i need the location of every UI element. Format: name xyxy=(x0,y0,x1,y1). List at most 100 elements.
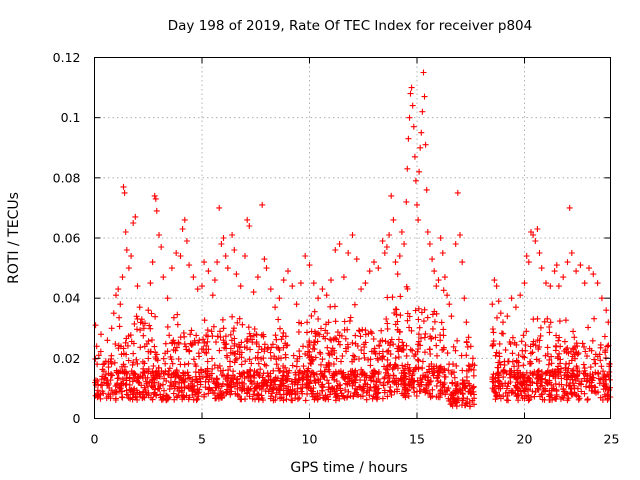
data-point xyxy=(212,395,219,402)
data-point xyxy=(542,388,549,395)
data-point xyxy=(345,388,352,395)
data-point xyxy=(395,343,402,350)
data-point xyxy=(356,328,363,335)
data-point xyxy=(149,259,156,266)
data-point xyxy=(459,381,466,388)
data-point xyxy=(566,382,573,389)
data-point xyxy=(570,380,577,387)
data-point xyxy=(246,330,253,337)
data-point xyxy=(325,366,332,373)
data-point xyxy=(298,388,305,395)
data-point xyxy=(400,346,407,353)
data-point xyxy=(108,371,114,377)
y-tick-label: 0.1 xyxy=(61,110,81,125)
data-point xyxy=(315,316,322,322)
data-point xyxy=(128,253,135,259)
data-point xyxy=(597,376,604,383)
data-point xyxy=(511,339,518,346)
data-point xyxy=(173,393,180,400)
data-point xyxy=(548,360,555,367)
data-point xyxy=(564,259,571,266)
data-point xyxy=(249,381,255,387)
data-point xyxy=(133,356,140,363)
data-point xyxy=(117,382,124,389)
data-point xyxy=(194,286,201,293)
data-point xyxy=(583,383,589,390)
data-point xyxy=(412,364,419,371)
data-point xyxy=(606,363,613,370)
y-tick-label: 0.04 xyxy=(53,291,81,306)
data-point xyxy=(546,391,553,398)
data-point xyxy=(138,316,145,323)
data-point xyxy=(438,319,445,326)
data-point xyxy=(392,306,399,313)
data-point xyxy=(465,362,472,369)
data-point xyxy=(122,229,129,235)
data-point xyxy=(209,292,216,299)
data-point xyxy=(227,349,234,356)
data-point xyxy=(333,378,340,385)
data-point xyxy=(396,253,403,259)
data-point xyxy=(489,326,496,332)
data-point xyxy=(246,223,253,229)
data-point xyxy=(340,274,347,281)
data-point xyxy=(103,380,110,387)
data-point xyxy=(435,277,442,284)
data-point xyxy=(423,186,430,193)
data-point xyxy=(577,262,584,269)
data-point xyxy=(222,333,229,340)
data-point xyxy=(421,306,428,313)
x-axis-title: GPS time / hours xyxy=(290,460,407,476)
data-point xyxy=(419,358,426,365)
data-point xyxy=(544,315,551,322)
data-point xyxy=(466,388,473,395)
data-point xyxy=(113,292,119,299)
data-point xyxy=(504,313,511,320)
data-point xyxy=(94,361,101,368)
data-point xyxy=(303,383,310,389)
data-point xyxy=(306,262,313,269)
data-point xyxy=(145,307,152,314)
data-point xyxy=(170,314,177,321)
data-point xyxy=(433,342,440,349)
y-tick-label: 0.08 xyxy=(53,170,81,185)
data-point xyxy=(417,375,424,381)
data-point xyxy=(220,235,227,241)
data-point xyxy=(278,355,284,362)
data-point xyxy=(534,375,541,381)
data-point xyxy=(528,360,534,367)
data-point xyxy=(246,356,253,363)
data-point xyxy=(492,352,499,359)
data-point xyxy=(200,374,206,380)
data-point xyxy=(493,392,500,399)
data-point xyxy=(342,335,349,342)
data-point xyxy=(394,365,401,372)
data-point xyxy=(285,268,291,275)
data-point xyxy=(151,192,158,199)
data-point xyxy=(362,280,369,287)
data-point xyxy=(584,396,591,403)
data-point xyxy=(286,367,293,374)
data-point xyxy=(272,332,279,339)
data-point xyxy=(362,339,369,346)
data-point xyxy=(174,321,181,328)
data-point xyxy=(308,387,315,394)
data-point xyxy=(339,371,346,377)
data-point xyxy=(137,327,144,334)
data-point xyxy=(171,396,178,403)
data-point xyxy=(595,369,601,376)
data-point xyxy=(370,336,377,342)
data-point xyxy=(464,400,470,407)
data-point xyxy=(227,391,234,398)
data-point xyxy=(92,355,99,362)
data-point xyxy=(299,384,306,391)
data-point xyxy=(258,386,265,393)
data-point xyxy=(553,386,560,393)
data-point xyxy=(429,386,436,393)
data-point xyxy=(387,351,394,358)
data-point xyxy=(345,373,352,380)
data-point xyxy=(299,376,306,383)
data-point xyxy=(530,232,537,238)
data-point xyxy=(392,355,399,361)
data-point xyxy=(420,318,427,325)
